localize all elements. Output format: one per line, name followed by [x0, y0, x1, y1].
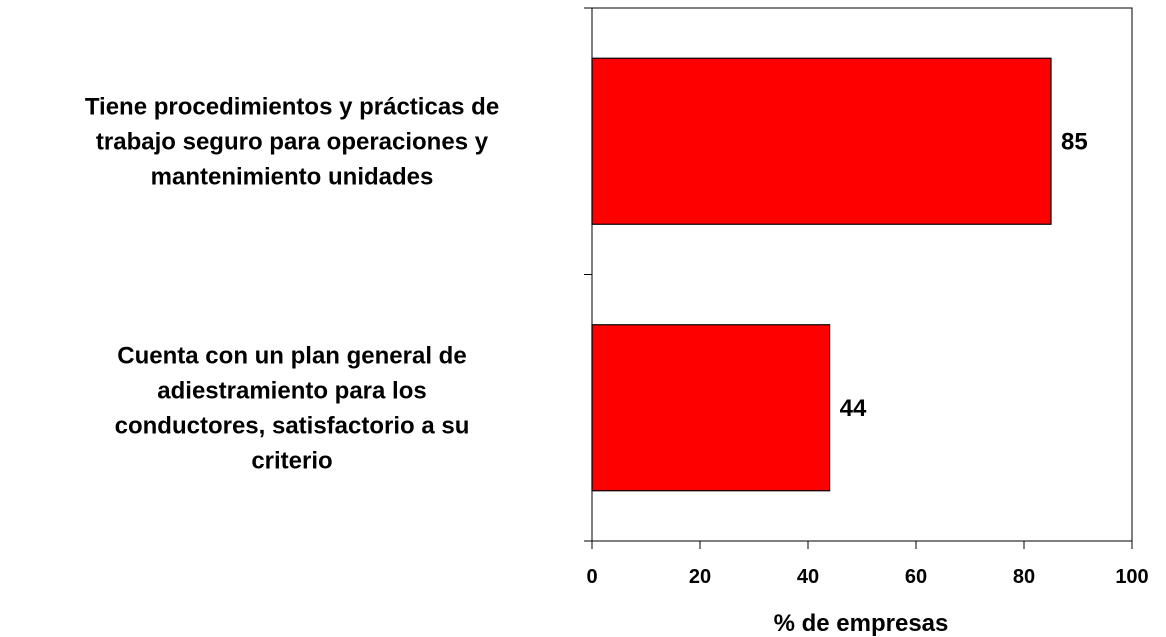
x-tick-label: 40 [797, 566, 819, 588]
x-axis-ticks: 0 20 40 60 80 100 [586, 541, 1149, 588]
category-label-1: Tiene procedimientos y prácticas de traba… [85, 93, 499, 190]
x-tick-label: 80 [1013, 566, 1035, 588]
category-label-line: trabajo seguro para operaciones y [96, 128, 489, 155]
category-label-line: mantenimiento unidades [151, 163, 434, 190]
x-tick-label: 20 [689, 566, 711, 588]
x-tick-label: 60 [905, 566, 927, 588]
value-labels: 85 44 [840, 128, 1088, 422]
category-label-line: conductores, satisfactorio a su [115, 412, 470, 439]
category-label-2: Cuenta con un plan general de adiestramie… [115, 342, 470, 474]
plot-area [584, 7, 1133, 542]
bars [591, 57, 1052, 492]
value-label-2: 44 [840, 395, 867, 422]
category-label-line: Cuenta con un plan general de [117, 342, 466, 369]
category-label-line: Tiene procedimientos y prácticas de [85, 93, 499, 120]
category-label-line: criterio [251, 447, 332, 474]
value-label-1: 85 [1061, 128, 1088, 155]
bar-2 [591, 324, 831, 492]
category-labels: Tiene procedimientos y prácticas de traba… [85, 93, 499, 474]
x-tick-label: 0 [586, 566, 597, 588]
x-tick-label: 100 [1115, 566, 1148, 588]
category-label-line: adiestramiento para los [157, 377, 426, 404]
x-axis-title: % de empresas [774, 610, 949, 637]
bar-1 [591, 57, 1052, 225]
